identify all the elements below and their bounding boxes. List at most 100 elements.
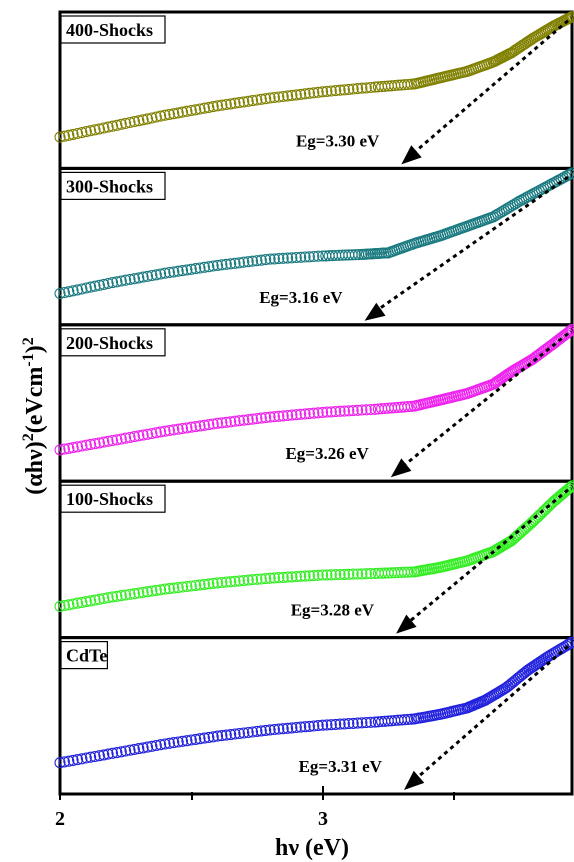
data-point bbox=[115, 590, 127, 602]
data-point bbox=[229, 415, 241, 427]
data-point bbox=[308, 570, 320, 582]
data-point bbox=[349, 249, 361, 261]
data-point bbox=[203, 578, 215, 590]
data-point bbox=[89, 594, 101, 606]
data-point bbox=[155, 739, 167, 751]
data-point bbox=[343, 405, 355, 417]
data-point bbox=[268, 723, 280, 736]
data-point bbox=[198, 419, 210, 431]
tangent-line bbox=[369, 175, 569, 317]
data-point bbox=[172, 736, 184, 748]
data-point bbox=[150, 584, 162, 596]
data-point bbox=[330, 406, 342, 418]
data-point bbox=[330, 85, 342, 97]
data-point bbox=[85, 281, 97, 293]
data-point bbox=[246, 255, 259, 267]
data-point bbox=[102, 748, 114, 760]
data-point bbox=[264, 411, 276, 423]
data-point bbox=[155, 584, 167, 596]
bandgap-label: Eg=3.16 eV bbox=[259, 288, 343, 307]
data-point bbox=[128, 743, 140, 755]
data-point bbox=[238, 256, 250, 268]
data-point bbox=[176, 422, 189, 435]
panel-label-box bbox=[60, 484, 166, 513]
data-point bbox=[98, 436, 110, 448]
data-point bbox=[277, 90, 289, 103]
data-point bbox=[312, 407, 324, 419]
data-point bbox=[176, 106, 189, 118]
data-point bbox=[290, 409, 302, 421]
data-point bbox=[124, 588, 136, 600]
data-point bbox=[238, 414, 250, 426]
data-series bbox=[54, 167, 574, 300]
data-point bbox=[260, 573, 272, 585]
data-point bbox=[325, 406, 337, 418]
y-axis-title-end: ) bbox=[22, 345, 48, 353]
data-point bbox=[402, 401, 414, 413]
data-point bbox=[133, 587, 145, 599]
data-point bbox=[299, 88, 311, 100]
tangent-line bbox=[401, 488, 569, 629]
data-point bbox=[246, 574, 259, 586]
data-point bbox=[98, 749, 110, 761]
data-point bbox=[216, 417, 228, 429]
data-point bbox=[286, 571, 298, 583]
data-point bbox=[111, 276, 123, 288]
data-point bbox=[106, 591, 119, 603]
data-point bbox=[290, 721, 302, 734]
y-axis-title-sup: 2 bbox=[20, 337, 37, 345]
data-point bbox=[181, 580, 193, 593]
data-point bbox=[268, 91, 280, 104]
data-point bbox=[303, 251, 315, 263]
data-point bbox=[58, 756, 70, 768]
data-point bbox=[93, 750, 105, 762]
data-point bbox=[242, 256, 254, 268]
data-point bbox=[163, 424, 175, 437]
data-point bbox=[176, 581, 189, 593]
data-point bbox=[85, 438, 97, 450]
data-point bbox=[260, 724, 272, 736]
data-point bbox=[225, 98, 237, 110]
data-point bbox=[347, 405, 359, 417]
data-point bbox=[141, 586, 154, 598]
data-point bbox=[365, 568, 377, 580]
data-point bbox=[194, 262, 206, 274]
data-point bbox=[360, 717, 372, 729]
data-point bbox=[190, 263, 202, 275]
panel-200-shocks: 200-Shocks Eg=3.26 eV bbox=[54, 323, 574, 483]
data-point bbox=[317, 719, 329, 731]
data-point bbox=[146, 112, 158, 124]
data-point bbox=[115, 746, 127, 758]
data-point bbox=[402, 78, 414, 91]
data-point bbox=[137, 586, 149, 598]
data-point bbox=[159, 583, 171, 595]
data-point bbox=[251, 573, 263, 585]
data-point bbox=[80, 596, 92, 608]
data-point bbox=[124, 116, 136, 129]
data-point bbox=[343, 83, 355, 95]
y-axis-title-main: (αhν) bbox=[22, 441, 48, 494]
data-point bbox=[268, 411, 280, 423]
data-point bbox=[137, 114, 149, 126]
data-point bbox=[155, 268, 167, 280]
data-point bbox=[159, 109, 171, 121]
data-point bbox=[246, 413, 259, 425]
data-point bbox=[194, 103, 206, 115]
data-point bbox=[71, 127, 84, 140]
data-point bbox=[216, 99, 228, 111]
data-point bbox=[146, 427, 158, 440]
data-point bbox=[295, 721, 307, 733]
data-point bbox=[146, 740, 158, 752]
data-point bbox=[58, 443, 70, 455]
bandgap-label: Eg=3.26 eV bbox=[285, 444, 369, 463]
data-point bbox=[286, 89, 298, 101]
data-point bbox=[255, 254, 267, 266]
data-point bbox=[111, 119, 123, 131]
data-point bbox=[338, 568, 350, 580]
data-point bbox=[133, 115, 145, 127]
data-point bbox=[303, 87, 315, 99]
data-point bbox=[238, 574, 250, 587]
data-point bbox=[273, 572, 285, 584]
y-axis-title-mid: (eVcm bbox=[22, 367, 48, 434]
data-series bbox=[54, 11, 574, 143]
